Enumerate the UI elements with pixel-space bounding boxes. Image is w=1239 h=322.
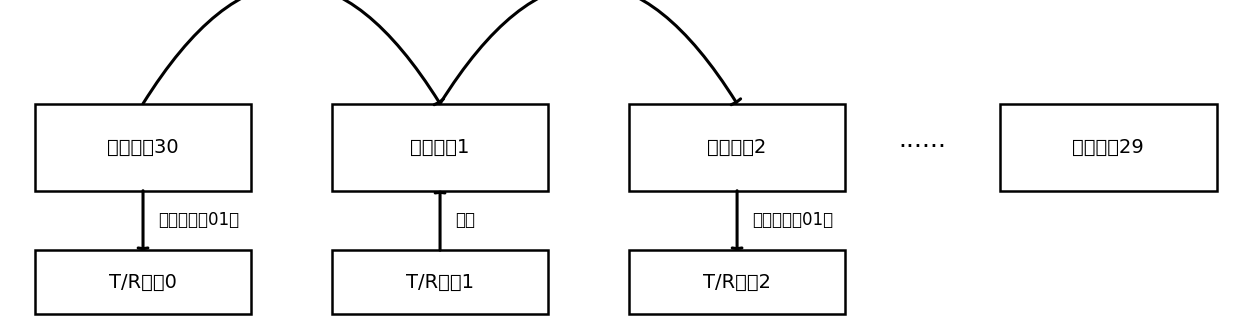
FancyBboxPatch shape [1000, 104, 1217, 191]
FancyBboxPatch shape [332, 104, 549, 191]
Text: ······: ······ [898, 135, 947, 159]
Text: 接收（时券01）: 接收（时券01） [752, 212, 833, 230]
FancyBboxPatch shape [628, 104, 845, 191]
FancyBboxPatch shape [628, 250, 845, 314]
FancyBboxPatch shape [35, 104, 252, 191]
Text: 接收（时券01）: 接收（时券01） [157, 212, 239, 230]
Text: 天线阵子30: 天线阵子30 [108, 138, 178, 157]
FancyBboxPatch shape [35, 250, 252, 314]
Text: T/R通道1: T/R通道1 [406, 273, 475, 292]
Text: 天线阵子1: 天线阵子1 [410, 138, 470, 157]
Text: 天线阵子2: 天线阵子2 [707, 138, 767, 157]
FancyBboxPatch shape [332, 250, 549, 314]
Text: 天线阵子29: 天线阵子29 [1073, 138, 1145, 157]
Text: T/R通道0: T/R通道0 [109, 273, 177, 292]
Text: T/R通道2: T/R通道2 [703, 273, 771, 292]
Text: 发射: 发射 [455, 212, 475, 230]
